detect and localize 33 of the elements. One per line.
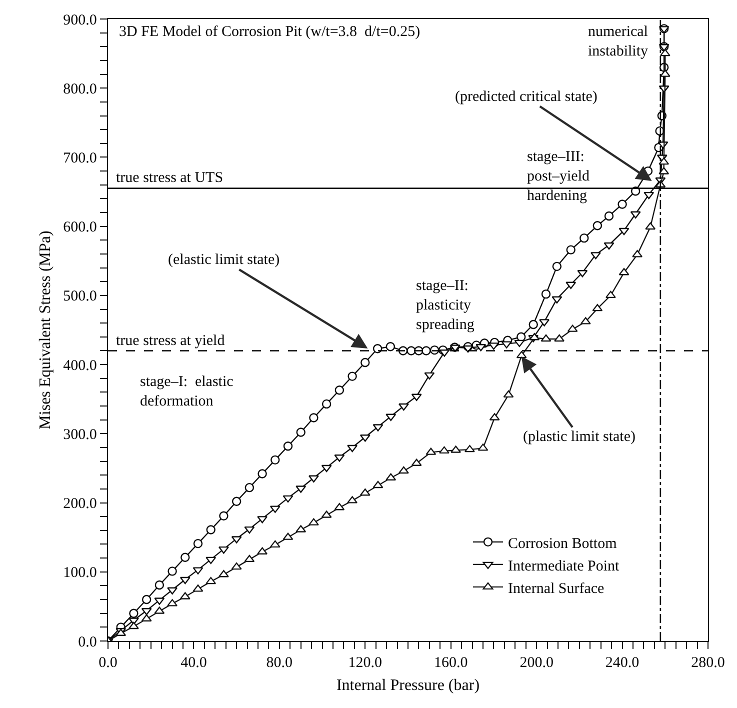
y-tick-label: 300.0	[63, 426, 97, 443]
legend-label: Internal Surface	[508, 580, 605, 597]
annotation: (predicted critical state)	[455, 89, 598, 105]
y-tick-label: 100.0	[63, 565, 97, 582]
chart-title: 3D FE Model of Corrosion Pit (w/t=3.8 d/t=0.25)	[119, 24, 420, 40]
y-tick-label: 900.0	[63, 12, 97, 28]
annotation: numerical instability	[588, 24, 648, 60]
annotation: stage–II: plasticity spreading	[416, 278, 475, 333]
x-axis-title: Internal Pressure (bar)	[336, 676, 480, 694]
annotation: stage–I: elastic deformation	[140, 374, 234, 410]
y-tick-label: 0.0	[78, 634, 97, 650]
x-tick-label: 160.0	[434, 655, 468, 672]
ref-line-label: true stress at UTS	[116, 170, 224, 186]
annotation: (elastic limit state)	[168, 252, 280, 268]
annotation: (plastic limit state)	[523, 429, 636, 445]
x-tick-label: 40.0	[180, 655, 207, 672]
x-tick-label: 0.0	[98, 655, 118, 672]
y-tick-label: 400.0	[63, 358, 97, 374]
x-tick-label: 280.0	[691, 655, 725, 672]
annotation: stage–III: post–yield hardening	[527, 149, 590, 204]
legend-label: Corrosion Bottom	[508, 536, 618, 552]
y-axis-title: Mises Equivalent Stress (MPa)	[37, 230, 54, 430]
y-tick-label: 200.0	[63, 496, 97, 512]
ref-line-label: true stress at yield	[116, 333, 226, 349]
y-tick-label: 500.0	[63, 288, 97, 305]
legend-label: Intermediate Point	[508, 558, 620, 574]
x-tick-label: 240.0	[605, 655, 640, 672]
x-tick-label: 200.0	[520, 655, 554, 672]
y-tick-label: 600.0	[63, 220, 97, 236]
y-tick-label: 800.0	[63, 81, 97, 98]
x-tick-label: 120.0	[348, 655, 382, 672]
x-tick-label: 80.0	[266, 655, 293, 672]
y-tick-label: 700.0	[63, 150, 97, 166]
